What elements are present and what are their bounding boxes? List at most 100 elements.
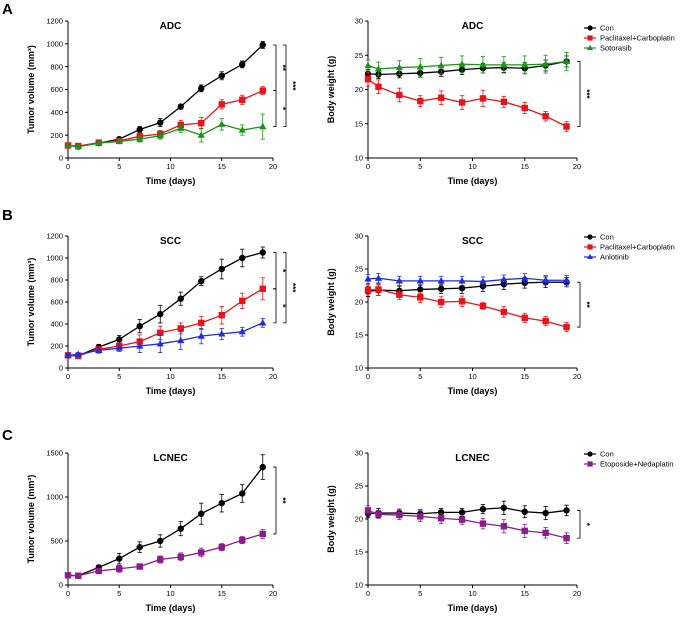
data-point — [157, 310, 164, 318]
data-point — [500, 61, 508, 68]
legend-entry: Con — [600, 24, 614, 33]
data-point — [218, 312, 225, 319]
series-anlotinib — [364, 273, 571, 287]
series-paclitaxel-carboplatin — [364, 283, 570, 333]
legend-entry: Sotorasib — [600, 44, 632, 53]
legend-entry: Paclitaxel+Carboplatin — [600, 243, 675, 252]
data-point — [562, 276, 571, 283]
data-point — [396, 511, 403, 519]
legend-swatch-marker — [587, 44, 593, 50]
data-point — [157, 537, 164, 545]
data-point — [198, 549, 205, 556]
legend-swatch-marker — [587, 244, 593, 250]
data-point — [479, 277, 487, 285]
data-point — [458, 509, 466, 516]
panel-label-a: A — [2, 1, 13, 18]
x-tick-label: 10 — [468, 162, 476, 171]
data-point — [259, 319, 267, 326]
data-point — [115, 344, 123, 351]
data-point — [198, 510, 205, 517]
data-point — [479, 61, 487, 68]
significance-bracket: * — [273, 90, 287, 128]
x-tick-label: 10 — [166, 162, 174, 171]
chart-4-scc: 10 15 20 25 30 0 5 10 15 20 SCC Time (days) Body wei… — [326, 232, 675, 396]
data-point — [259, 122, 267, 130]
x-axis-label: Time (days) — [448, 176, 498, 186]
data-point — [395, 63, 403, 71]
legend-swatch-marker — [587, 253, 593, 259]
data-point — [521, 314, 528, 322]
data-point — [542, 317, 549, 325]
significance-bracket: * — [577, 510, 591, 539]
data-point — [239, 61, 246, 68]
data-point — [115, 137, 123, 145]
data-point — [64, 572, 72, 579]
data-point — [116, 555, 123, 562]
significance-bracket: *** — [577, 61, 591, 127]
data-point — [198, 277, 205, 285]
data-point — [239, 536, 246, 544]
data-point — [177, 124, 185, 131]
bracket-line — [577, 61, 581, 127]
series-paclitaxel-carboplatin — [364, 71, 570, 132]
data-point — [259, 530, 266, 538]
chart-3-scc: 0 200 400 600 800 1000 1200 0 5 10 15 20 SCC Time (da… — [26, 232, 297, 396]
data-point — [500, 308, 508, 316]
data-point — [500, 98, 508, 106]
data-point — [364, 286, 372, 294]
significance-label: * — [278, 304, 287, 308]
data-point — [416, 63, 424, 70]
data-point — [218, 265, 225, 273]
data-point — [238, 327, 246, 335]
chart-title: ADC — [462, 21, 484, 32]
x-axis-label: Time (days) — [448, 386, 498, 396]
series-anlotinib — [64, 318, 267, 358]
x-tick-label: 10 — [468, 589, 476, 598]
y-axis-label: Body weight (g) — [326, 268, 336, 336]
data-point — [177, 336, 185, 344]
chart-title: SCC — [462, 236, 483, 247]
significance-label: * — [582, 523, 591, 527]
y-tick-label: 800 — [50, 62, 63, 71]
data-point — [458, 298, 466, 305]
x-tick-label: 5 — [117, 372, 121, 381]
data-point — [198, 319, 205, 327]
data-point — [437, 61, 445, 69]
data-point — [375, 83, 382, 90]
legend-entry: Con — [600, 450, 614, 459]
y-tick-label: 25 — [355, 51, 363, 60]
data-point — [157, 119, 164, 126]
significance-bracket: ** — [273, 466, 287, 535]
y-tick-label: 200 — [50, 131, 63, 140]
data-point — [563, 507, 570, 514]
chart-title: LCNEC — [153, 453, 187, 464]
data-point — [563, 534, 570, 542]
data-point — [259, 41, 266, 49]
y-tick-label: 25 — [355, 265, 363, 274]
data-point — [479, 302, 487, 310]
significance-label: ** — [278, 65, 287, 72]
panel-label-b: B — [2, 207, 13, 224]
data-point — [562, 57, 571, 65]
x-tick-label: 15 — [521, 589, 529, 598]
y-axis-label: Tumor volume (mm³) — [26, 475, 36, 564]
data-point — [458, 60, 466, 67]
series-line — [67, 251, 263, 357]
y-axis-label: Tumor volume (mm³) — [26, 45, 36, 134]
data-point — [95, 567, 102, 575]
data-point — [521, 274, 529, 281]
data-point — [437, 515, 445, 522]
significance-label: *** — [288, 81, 297, 91]
data-point — [542, 276, 550, 283]
y-tick-label: 20 — [355, 298, 363, 307]
y-tick-label: 30 — [355, 17, 363, 26]
data-point — [479, 95, 487, 102]
data-point — [259, 463, 266, 471]
data-point — [437, 509, 445, 516]
y-tick-label: 30 — [355, 232, 363, 241]
chart-6-lcnec: 10 15 20 25 30 0 5 10 15 20 LCNEC Time (days) Body w… — [326, 449, 674, 613]
y-tick-label: 10 — [355, 154, 363, 163]
series-con — [64, 454, 266, 579]
